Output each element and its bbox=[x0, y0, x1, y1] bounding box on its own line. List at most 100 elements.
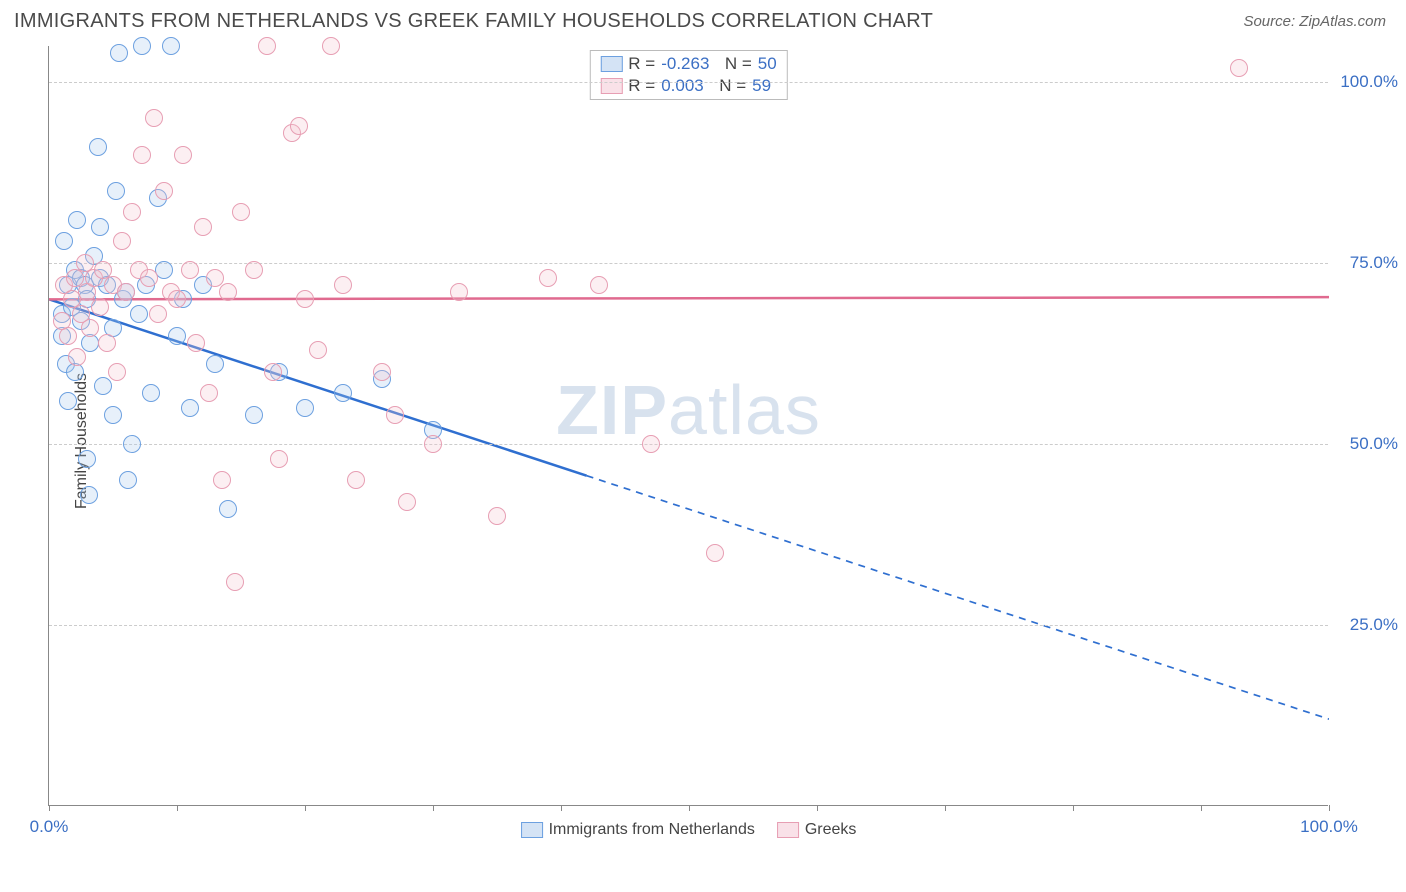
data-point bbox=[168, 290, 186, 308]
gridline-h bbox=[49, 444, 1328, 445]
data-point bbox=[108, 363, 126, 381]
data-point bbox=[94, 377, 112, 395]
legend-swatch-1 bbox=[521, 822, 543, 838]
y-tick-label: 75.0% bbox=[1350, 253, 1398, 273]
data-point bbox=[117, 283, 135, 301]
y-tick-label: 50.0% bbox=[1350, 434, 1398, 454]
data-point bbox=[245, 261, 263, 279]
data-point bbox=[219, 500, 237, 518]
data-point bbox=[89, 138, 107, 156]
data-point bbox=[424, 435, 442, 453]
x-tick-mark bbox=[561, 805, 562, 811]
legend-label-1: Immigrants from Netherlands bbox=[549, 821, 755, 839]
trendline-solid bbox=[49, 297, 1329, 299]
y-tick-label: 25.0% bbox=[1350, 615, 1398, 635]
data-point bbox=[290, 117, 308, 135]
data-point bbox=[91, 298, 109, 316]
x-tick-mark bbox=[433, 805, 434, 811]
data-point bbox=[322, 37, 340, 55]
legend-r-value-2: 0.003 bbox=[661, 76, 704, 96]
trendlines-svg bbox=[49, 46, 1329, 806]
data-point bbox=[133, 146, 151, 164]
data-point bbox=[386, 406, 404, 424]
legend-n-value-2: 59 bbox=[752, 76, 771, 96]
data-point bbox=[194, 218, 212, 236]
legend-n-label: N = bbox=[715, 54, 751, 74]
data-point bbox=[98, 334, 116, 352]
legend-r-label: R = bbox=[628, 54, 655, 74]
legend-item-2: Greeks bbox=[777, 821, 857, 839]
data-point bbox=[1230, 59, 1248, 77]
x-tick-mark bbox=[689, 805, 690, 811]
data-point bbox=[706, 544, 724, 562]
header: IMMIGRANTS FROM NETHERLANDS VS GREEK FAM… bbox=[0, 0, 1406, 39]
data-point bbox=[398, 493, 416, 511]
x-tick-mark bbox=[1329, 805, 1330, 811]
gridline-h bbox=[49, 263, 1328, 264]
data-point bbox=[347, 471, 365, 489]
x-tick-mark bbox=[1201, 805, 1202, 811]
y-tick-label: 100.0% bbox=[1340, 72, 1398, 92]
chart-title: IMMIGRANTS FROM NETHERLANDS VS GREEK FAM… bbox=[14, 10, 933, 33]
legend-series: Immigrants from Netherlands Greeks bbox=[521, 821, 857, 839]
gridline-h bbox=[49, 82, 1328, 83]
data-point bbox=[174, 146, 192, 164]
data-point bbox=[142, 384, 160, 402]
data-point bbox=[181, 399, 199, 417]
legend-stats-row-1: R = -0.263 N = 50 bbox=[600, 53, 776, 75]
gridline-h bbox=[49, 625, 1328, 626]
data-point bbox=[264, 363, 282, 381]
data-point bbox=[55, 232, 73, 250]
legend-stats-row-2: R = 0.003 N = 59 bbox=[600, 75, 776, 97]
data-point bbox=[200, 384, 218, 402]
data-point bbox=[334, 384, 352, 402]
data-point bbox=[130, 305, 148, 323]
data-point bbox=[450, 283, 468, 301]
data-point bbox=[539, 269, 557, 287]
data-point bbox=[155, 182, 173, 200]
data-point bbox=[162, 37, 180, 55]
x-tick-mark bbox=[817, 805, 818, 811]
data-point bbox=[226, 573, 244, 591]
legend-swatch-2 bbox=[777, 822, 799, 838]
data-point bbox=[110, 44, 128, 62]
chart-container: Family Households ZIPatlas R = -0.263 N … bbox=[48, 46, 1388, 836]
x-tick-mark bbox=[305, 805, 306, 811]
legend-stats: R = -0.263 N = 50 R = 0.003 N = 59 bbox=[589, 50, 787, 100]
data-point bbox=[181, 261, 199, 279]
x-tick-mark bbox=[945, 805, 946, 811]
data-point bbox=[206, 269, 224, 287]
legend-swatch-blue bbox=[600, 56, 622, 72]
legend-n-label: N = bbox=[710, 76, 746, 96]
watermark-light: atlas bbox=[668, 371, 821, 449]
x-tick-mark bbox=[49, 805, 50, 811]
legend-r-label: R = bbox=[628, 76, 655, 96]
data-point bbox=[590, 276, 608, 294]
data-point bbox=[91, 218, 109, 236]
data-point bbox=[296, 290, 314, 308]
x-tick-label: 100.0% bbox=[1300, 817, 1358, 837]
data-point bbox=[187, 334, 205, 352]
data-point bbox=[59, 392, 77, 410]
data-point bbox=[155, 261, 173, 279]
data-point bbox=[213, 471, 231, 489]
data-point bbox=[78, 450, 96, 468]
data-point bbox=[309, 341, 327, 359]
data-point bbox=[258, 37, 276, 55]
source-attribution: Source: ZipAtlas.com bbox=[1243, 13, 1386, 30]
data-point bbox=[119, 471, 137, 489]
data-point bbox=[123, 435, 141, 453]
data-point bbox=[80, 486, 98, 504]
plot-area: ZIPatlas R = -0.263 N = 50 R = 0.003 N =… bbox=[48, 46, 1328, 806]
data-point bbox=[140, 269, 158, 287]
legend-item-1: Immigrants from Netherlands bbox=[521, 821, 755, 839]
data-point bbox=[642, 435, 660, 453]
legend-swatch-pink bbox=[600, 78, 622, 94]
data-point bbox=[373, 363, 391, 381]
data-point bbox=[123, 203, 141, 221]
legend-label-2: Greeks bbox=[805, 821, 857, 839]
data-point bbox=[104, 406, 122, 424]
data-point bbox=[68, 211, 86, 229]
data-point bbox=[232, 203, 250, 221]
data-point bbox=[59, 327, 77, 345]
